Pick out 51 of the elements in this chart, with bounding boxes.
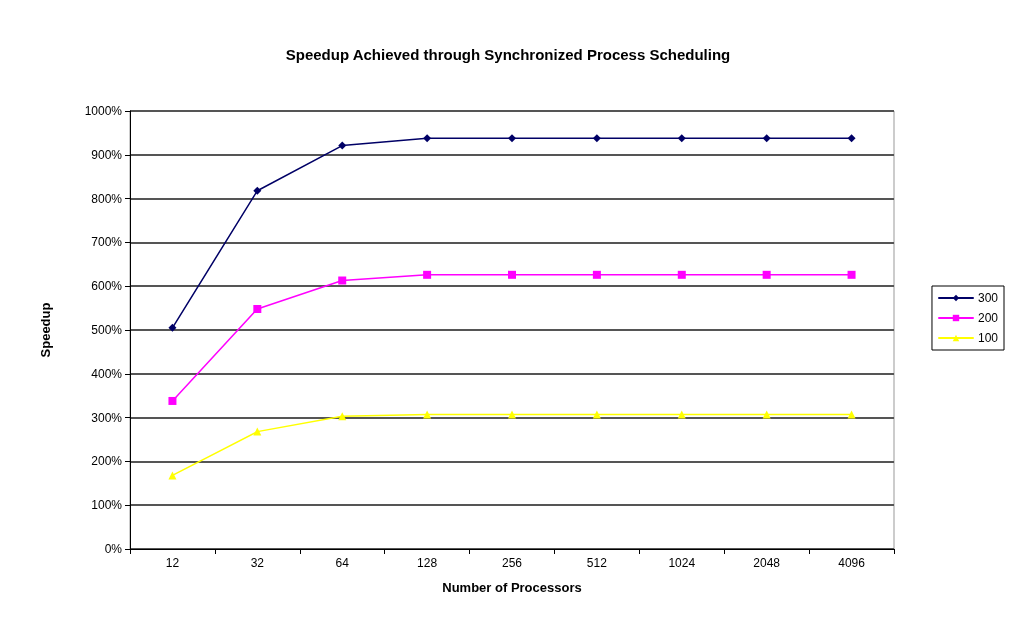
- point: [677, 270, 686, 279]
- y-tick-label: 1000%: [84, 104, 123, 118]
- point: [592, 270, 601, 279]
- y-tick-label: 300%: [91, 410, 123, 425]
- y-tick-label: 0%: [104, 542, 123, 556]
- y-tick-label: 200%: [91, 454, 123, 469]
- y-tick-label: 700%: [91, 235, 123, 250]
- point: [253, 186, 262, 195]
- x-tick-label: 1024: [668, 556, 696, 570]
- y-tick-label: 600%: [91, 279, 123, 294]
- point: [253, 427, 262, 436]
- point: [168, 323, 177, 332]
- x-tick-label: 2048: [753, 556, 781, 570]
- point: [423, 410, 432, 419]
- x-tick-label: 12: [165, 556, 180, 570]
- x-axis-title: Number of Processors: [442, 580, 582, 595]
- point: [338, 276, 347, 285]
- point: [508, 410, 516, 419]
- point: [508, 134, 516, 143]
- point: [677, 134, 686, 143]
- legend-label: 300: [977, 291, 999, 305]
- point: [762, 410, 771, 419]
- point: [253, 304, 262, 313]
- point: [847, 270, 856, 279]
- y-tick-label: 400%: [91, 366, 123, 381]
- y-tick-label: 500%: [91, 323, 123, 337]
- x-tick-label: 64: [335, 556, 350, 570]
- y-tick-label: 800%: [91, 191, 123, 206]
- point: [338, 141, 347, 150]
- point: [847, 410, 856, 419]
- x-tick-label: 512: [586, 556, 608, 570]
- point: [592, 410, 601, 419]
- point: [592, 134, 601, 143]
- point: [847, 134, 856, 143]
- x-tick-label: 4096: [838, 556, 866, 570]
- point: [168, 396, 177, 405]
- legend-label: 200: [977, 311, 999, 325]
- point: [762, 134, 771, 143]
- point: [423, 134, 432, 143]
- y-tick-label: 100%: [91, 498, 123, 513]
- y-tick-label: 900%: [91, 147, 123, 162]
- point: [508, 270, 516, 279]
- x-tick-label: 32: [250, 556, 265, 570]
- x-tick-label: 128: [417, 556, 438, 570]
- chart-title: Speedup Achieved through Synchronized Process Scheduling: [285, 46, 731, 63]
- point: [677, 410, 686, 419]
- x-tick-label: 256: [501, 556, 523, 570]
- point: [423, 270, 432, 279]
- point: [762, 270, 771, 279]
- y-axis-title: Speedup: [38, 302, 53, 358]
- legend-label: 100: [977, 331, 999, 345]
